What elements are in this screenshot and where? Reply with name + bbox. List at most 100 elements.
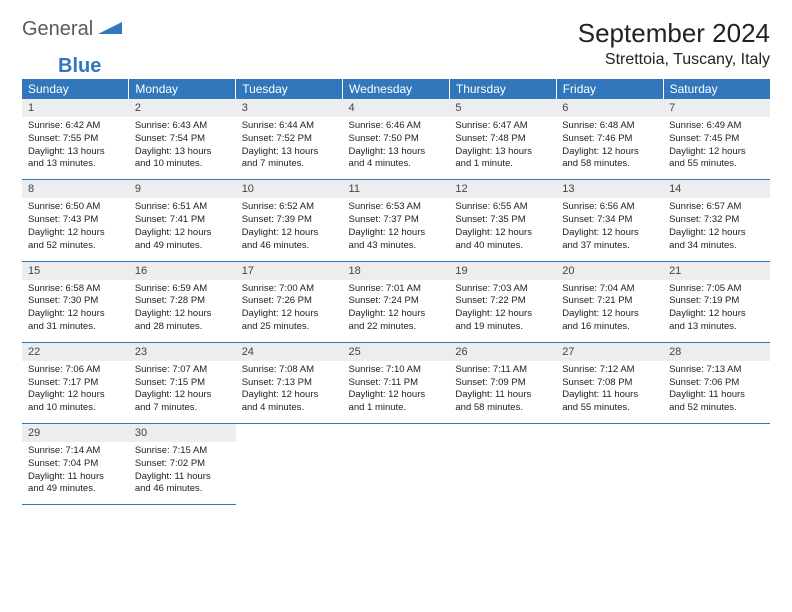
logo-text-general: General [22,18,93,41]
daylight-text-1: Daylight: 12 hours [349,308,444,321]
day-cell: Sunrise: 6:56 AMSunset: 7:34 PMDaylight:… [556,198,663,261]
empty-cell [236,424,343,443]
day-number: 9 [129,180,236,199]
daylight-text-2: and 16 minutes. [562,321,657,334]
day-number: 29 [22,424,129,443]
sunset-text: Sunset: 7:22 PM [455,295,550,308]
day-number: 13 [556,180,663,199]
sunset-text: Sunset: 7:15 PM [135,377,230,390]
day-cell: Sunrise: 7:08 AMSunset: 7:13 PMDaylight:… [236,361,343,424]
day-number: 1 [22,99,129,117]
sunset-text: Sunset: 7:26 PM [242,295,337,308]
sunrise-text: Sunrise: 7:13 AM [669,364,764,377]
daylight-text-1: Daylight: 11 hours [562,389,657,402]
day-cell: Sunrise: 7:12 AMSunset: 7:08 PMDaylight:… [556,361,663,424]
weekday-header: Tuesday [236,79,343,99]
daylight-text-2: and 55 minutes. [669,158,764,171]
sunset-text: Sunset: 7:41 PM [135,214,230,227]
sunset-text: Sunset: 7:55 PM [28,133,123,146]
sunset-text: Sunset: 7:09 PM [455,377,550,390]
logo-triangle-icon [98,18,122,39]
day-cell: Sunrise: 7:14 AMSunset: 7:04 PMDaylight:… [22,442,129,505]
day-number-row: 1234567 [22,99,770,117]
day-cell: Sunrise: 7:00 AMSunset: 7:26 PMDaylight:… [236,280,343,343]
title-block: September 2024 Strettoia, Tuscany, Italy [578,18,770,69]
daylight-text-1: Daylight: 13 hours [28,146,123,159]
day-cell: Sunrise: 7:15 AMSunset: 7:02 PMDaylight:… [129,442,236,505]
day-number-row: 22232425262728 [22,342,770,361]
day-number: 4 [343,99,450,117]
day-cell: Sunrise: 7:03 AMSunset: 7:22 PMDaylight:… [449,280,556,343]
day-cell: Sunrise: 6:48 AMSunset: 7:46 PMDaylight:… [556,117,663,180]
sunset-text: Sunset: 7:19 PM [669,295,764,308]
daylight-text-1: Daylight: 12 hours [28,308,123,321]
daylight-text-2: and 49 minutes. [135,240,230,253]
day-number-row: 15161718192021 [22,261,770,280]
day-number: 14 [663,180,770,199]
daylight-text-1: Daylight: 12 hours [455,227,550,240]
daylight-text-2: and 1 minute. [455,158,550,171]
sunrise-text: Sunrise: 6:47 AM [455,120,550,133]
sunset-text: Sunset: 7:34 PM [562,214,657,227]
sunset-text: Sunset: 7:46 PM [562,133,657,146]
day-number: 26 [449,342,556,361]
daylight-text-1: Daylight: 12 hours [28,227,123,240]
daylight-text-1: Daylight: 12 hours [135,389,230,402]
sunset-text: Sunset: 7:52 PM [242,133,337,146]
daylight-text-1: Daylight: 12 hours [455,308,550,321]
day-number: 22 [22,342,129,361]
day-number: 30 [129,424,236,443]
weekday-header: Friday [556,79,663,99]
sunrise-text: Sunrise: 7:12 AM [562,364,657,377]
day-number: 20 [556,261,663,280]
sunset-text: Sunset: 7:35 PM [455,214,550,227]
empty-cell [556,442,663,505]
day-number: 12 [449,180,556,199]
day-number: 28 [663,342,770,361]
sunset-text: Sunset: 7:11 PM [349,377,444,390]
day-cell: Sunrise: 7:04 AMSunset: 7:21 PMDaylight:… [556,280,663,343]
daylight-text-2: and 58 minutes. [562,158,657,171]
daylight-text-2: and 4 minutes. [349,158,444,171]
daylight-text-1: Daylight: 11 hours [28,471,123,484]
location: Strettoia, Tuscany, Italy [578,51,770,69]
sunrise-text: Sunrise: 7:05 AM [669,283,764,296]
empty-cell [663,442,770,505]
day-number: 27 [556,342,663,361]
daylight-text-1: Daylight: 12 hours [135,308,230,321]
sunrise-text: Sunrise: 7:14 AM [28,445,123,458]
empty-cell [236,442,343,505]
daylight-text-1: Daylight: 12 hours [669,308,764,321]
day-number: 3 [236,99,343,117]
day-body-row: Sunrise: 6:58 AMSunset: 7:30 PMDaylight:… [22,280,770,343]
daylight-text-2: and 7 minutes. [135,402,230,415]
daylight-text-1: Daylight: 13 hours [455,146,550,159]
empty-cell [556,424,663,443]
sunset-text: Sunset: 7:30 PM [28,295,123,308]
day-cell: Sunrise: 7:10 AMSunset: 7:11 PMDaylight:… [343,361,450,424]
day-cell: Sunrise: 6:49 AMSunset: 7:45 PMDaylight:… [663,117,770,180]
empty-cell [449,424,556,443]
day-number: 10 [236,180,343,199]
header: General September 2024 Strettoia, Tuscan… [22,18,770,69]
day-number: 23 [129,342,236,361]
empty-cell [343,424,450,443]
sunrise-text: Sunrise: 6:50 AM [28,201,123,214]
weekday-header: Sunday [22,79,129,99]
sunrise-text: Sunrise: 7:11 AM [455,364,550,377]
sunset-text: Sunset: 7:06 PM [669,377,764,390]
daylight-text-1: Daylight: 12 hours [242,227,337,240]
sunset-text: Sunset: 7:21 PM [562,295,657,308]
day-cell: Sunrise: 6:52 AMSunset: 7:39 PMDaylight:… [236,198,343,261]
daylight-text-2: and 40 minutes. [455,240,550,253]
daylight-text-1: Daylight: 12 hours [28,389,123,402]
daylight-text-2: and 52 minutes. [669,402,764,415]
daylight-text-1: Daylight: 13 hours [242,146,337,159]
daylight-text-2: and 46 minutes. [242,240,337,253]
logo: General [22,18,122,41]
sunrise-text: Sunrise: 7:03 AM [455,283,550,296]
day-number: 11 [343,180,450,199]
day-number: 5 [449,99,556,117]
day-cell: Sunrise: 6:42 AMSunset: 7:55 PMDaylight:… [22,117,129,180]
sunrise-text: Sunrise: 6:44 AM [242,120,337,133]
